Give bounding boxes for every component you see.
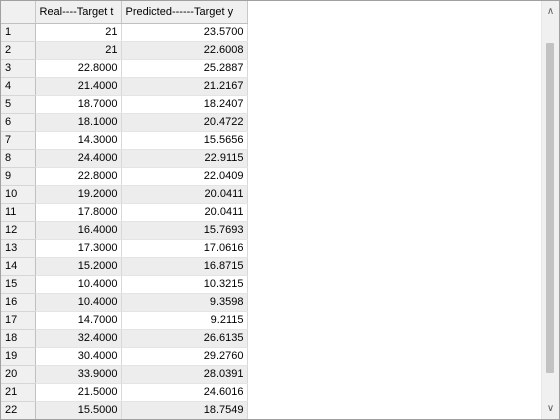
cell-real[interactable]: 22.8000 <box>35 167 122 186</box>
table-row[interactable]: 15 10.4000 10.3215 <box>1 275 248 294</box>
chevron-up-icon[interactable]: ∧ <box>546 5 555 17</box>
row-header[interactable]: 6 <box>1 113 36 132</box>
row-header[interactable]: 5 <box>1 95 36 114</box>
cell-real[interactable]: 16.4000 <box>35 221 122 240</box>
cell-predicted[interactable]: 26.6135 <box>121 329 248 348</box>
table-row[interactable]: 3 22.8000 25.2887 <box>1 59 248 78</box>
cell-real[interactable]: 24.4000 <box>35 149 122 168</box>
row-header[interactable]: 8 <box>1 149 36 168</box>
row-header[interactable]: 7 <box>1 131 36 150</box>
row-header[interactable]: 9 <box>1 167 36 186</box>
table-row[interactable]: 7 14.3000 15.5656 <box>1 131 248 150</box>
data-grid: Real----Target t Predicted------Target y… <box>1 1 248 419</box>
row-header[interactable]: 11 <box>1 203 36 222</box>
table-row[interactable]: 14 15.2000 16.8715 <box>1 257 248 276</box>
table-row[interactable]: 22 15.5000 18.7549 <box>1 401 248 419</box>
cell-real[interactable]: 18.7000 <box>35 95 122 114</box>
cell-predicted[interactable]: 15.5656 <box>121 131 248 150</box>
cell-predicted[interactable]: 20.4722 <box>121 113 248 132</box>
row-header[interactable]: 3 <box>1 59 36 78</box>
row-header[interactable]: 18 <box>1 329 36 348</box>
cell-real[interactable]: 17.8000 <box>35 203 122 222</box>
cell-predicted[interactable]: 9.3598 <box>121 293 248 312</box>
table-row[interactable]: 19 30.4000 29.2760 <box>1 347 248 366</box>
cell-real[interactable]: 14.7000 <box>35 311 122 330</box>
cell-real[interactable]: 21.4000 <box>35 77 122 96</box>
row-header[interactable]: 10 <box>1 185 36 204</box>
cell-real[interactable]: 22.8000 <box>35 59 122 78</box>
cell-real[interactable]: 19.2000 <box>35 185 122 204</box>
table-row[interactable]: 4 21.4000 21.2167 <box>1 77 248 96</box>
cell-real[interactable]: 33.9000 <box>35 365 122 384</box>
cell-predicted[interactable]: 9.2115 <box>121 311 248 330</box>
cell-predicted[interactable]: 18.2407 <box>121 95 248 114</box>
table-row[interactable]: 21 21.5000 24.6016 <box>1 383 248 402</box>
cell-predicted[interactable]: 20.0411 <box>121 185 248 204</box>
table-row[interactable]: 5 18.7000 18.2407 <box>1 95 248 114</box>
cell-real[interactable]: 14.3000 <box>35 131 122 150</box>
header-row: Real----Target t Predicted------Target y <box>1 1 248 24</box>
cell-predicted[interactable]: 22.6008 <box>121 41 248 60</box>
row-header[interactable]: 20 <box>1 365 36 384</box>
cell-real[interactable]: 21 <box>35 23 122 42</box>
cell-predicted[interactable]: 10.3215 <box>121 275 248 294</box>
corner-cell[interactable] <box>1 1 36 24</box>
table-row[interactable]: 2 21 22.6008 <box>1 41 248 60</box>
cell-real[interactable]: 10.4000 <box>35 293 122 312</box>
cell-predicted[interactable]: 28.0391 <box>121 365 248 384</box>
cell-real[interactable]: 18.1000 <box>35 113 122 132</box>
table-row[interactable]: 17 14.7000 9.2115 <box>1 311 248 330</box>
cell-real[interactable]: 15.5000 <box>35 401 122 419</box>
cell-predicted[interactable]: 20.0411 <box>121 203 248 222</box>
row-header[interactable]: 21 <box>1 383 36 402</box>
table-row[interactable]: 11 17.8000 20.0411 <box>1 203 248 222</box>
cell-real[interactable]: 15.2000 <box>35 257 122 276</box>
cell-predicted[interactable]: 15.7693 <box>121 221 248 240</box>
table-row[interactable]: 13 17.3000 17.0616 <box>1 239 248 258</box>
scrollbar-thumb[interactable] <box>546 43 554 373</box>
row-header[interactable]: 13 <box>1 239 36 258</box>
row-header[interactable]: 16 <box>1 293 36 312</box>
table-row[interactable]: 6 18.1000 20.4722 <box>1 113 248 132</box>
row-header[interactable]: 2 <box>1 41 36 60</box>
cell-predicted[interactable]: 18.7549 <box>121 401 248 419</box>
row-header[interactable]: 17 <box>1 311 36 330</box>
row-header[interactable]: 1 <box>1 23 36 42</box>
row-header[interactable]: 12 <box>1 221 36 240</box>
row-header[interactable]: 15 <box>1 275 36 294</box>
table-row[interactable]: 12 16.4000 15.7693 <box>1 221 248 240</box>
table-row[interactable]: 18 32.4000 26.6135 <box>1 329 248 348</box>
cell-real[interactable]: 10.4000 <box>35 275 122 294</box>
chevron-down-icon[interactable]: ∨ <box>546 402 555 414</box>
table-row[interactable]: 10 19.2000 20.0411 <box>1 185 248 204</box>
column-header-predicted[interactable]: Predicted------Target y <box>121 1 248 24</box>
cell-real[interactable]: 30.4000 <box>35 347 122 366</box>
row-header[interactable]: 22 <box>1 401 36 419</box>
cell-predicted[interactable]: 16.8715 <box>121 257 248 276</box>
table-row[interactable]: 9 22.8000 22.0409 <box>1 167 248 186</box>
cell-predicted[interactable]: 21.2167 <box>121 77 248 96</box>
table-row[interactable]: 16 10.4000 9.3598 <box>1 293 248 312</box>
cell-predicted[interactable]: 22.9115 <box>121 149 248 168</box>
cell-predicted[interactable]: 25.2887 <box>121 59 248 78</box>
grid-body: 1 21 23.5700 2 21 22.6008 3 22.8000 25.2887 4 21.4… <box>1 23 248 419</box>
table-row[interactable]: 8 24.4000 22.9115 <box>1 149 248 168</box>
table-row[interactable]: 20 33.9000 28.0391 <box>1 365 248 384</box>
cell-predicted[interactable]: 29.2760 <box>121 347 248 366</box>
cell-predicted[interactable]: 22.0409 <box>121 167 248 186</box>
cell-predicted[interactable]: 24.6016 <box>121 383 248 402</box>
row-header[interactable]: 14 <box>1 257 36 276</box>
cell-predicted[interactable]: 23.5700 <box>121 23 248 42</box>
row-header[interactable]: 4 <box>1 77 36 96</box>
row-header[interactable]: 19 <box>1 347 36 366</box>
cell-real[interactable]: 32.4000 <box>35 329 122 348</box>
table-row[interactable]: 1 21 23.5700 <box>1 23 248 42</box>
cell-real[interactable]: 21 <box>35 41 122 60</box>
vertical-scrollbar[interactable]: ∧ ∨ <box>541 1 559 419</box>
column-header-real[interactable]: Real----Target t <box>35 1 122 24</box>
cell-predicted[interactable]: 17.0616 <box>121 239 248 258</box>
cell-real[interactable]: 21.5000 <box>35 383 122 402</box>
cell-real[interactable]: 17.3000 <box>35 239 122 258</box>
